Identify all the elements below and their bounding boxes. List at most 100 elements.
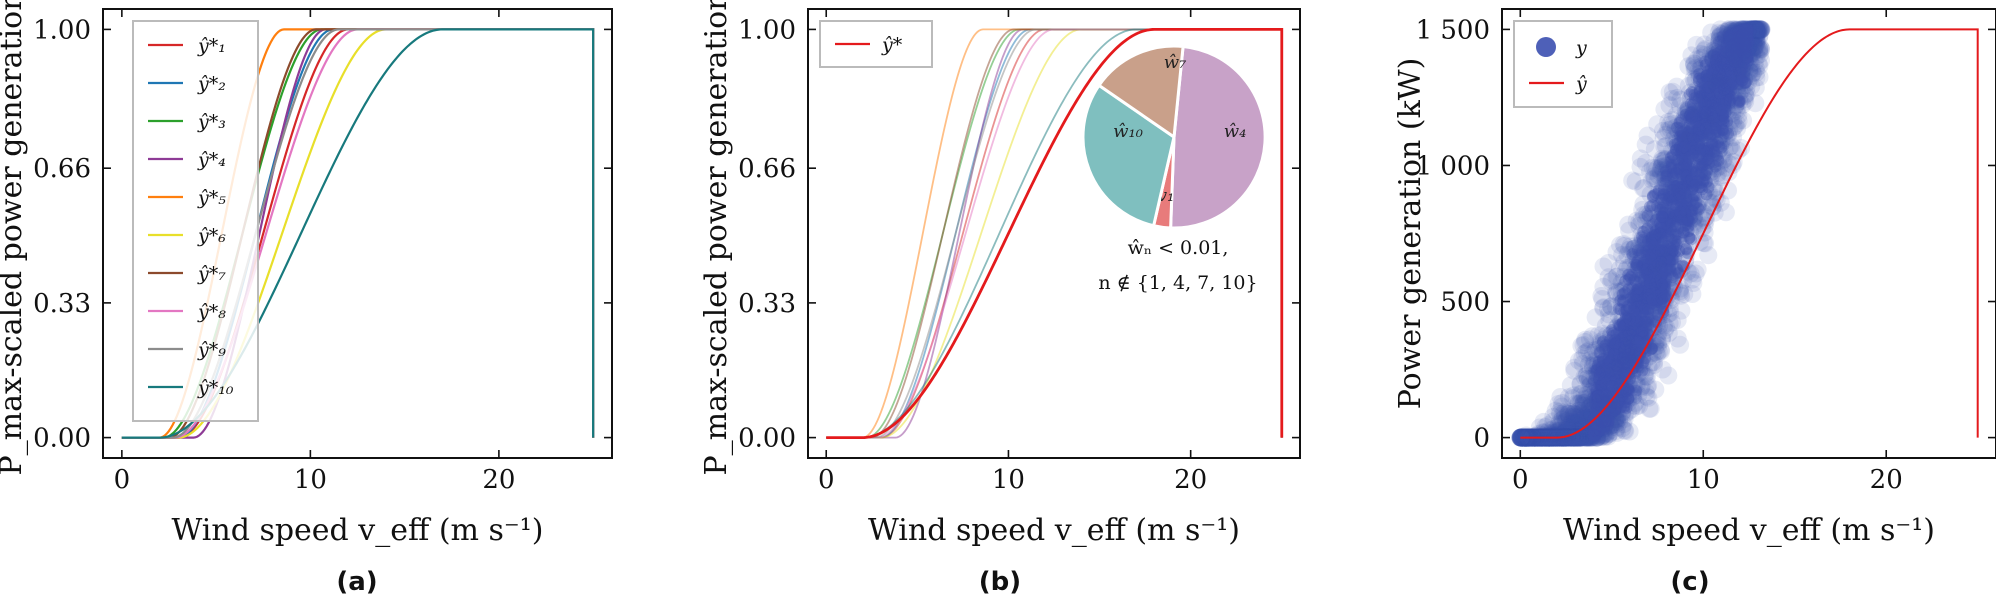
scatter-point: [1628, 375, 1647, 394]
scatter-point: [1739, 21, 1758, 39]
scatter-point: [1548, 422, 1567, 441]
scatter-point: [1663, 184, 1682, 202]
scatter-point: [1674, 190, 1693, 209]
scatter-point: [1750, 40, 1769, 59]
scatter-point: [1569, 401, 1588, 420]
scatter-point: [1668, 219, 1687, 237]
scatter-point: [1553, 394, 1572, 412]
scatter-point: [1626, 315, 1645, 334]
scatter-point: [1704, 50, 1723, 69]
scatter-point: [1613, 246, 1632, 264]
scatter-point: [1747, 20, 1766, 39]
scatter-point: [1631, 321, 1650, 340]
scatter-point: [1744, 63, 1763, 82]
y-tick-label: 1.00: [738, 15, 796, 45]
scatter-point: [1706, 68, 1725, 87]
y-axis-label: P_max-scaled power generation: [0, 0, 29, 476]
scatter-point: [1674, 174, 1693, 193]
scatter-point: [1698, 74, 1717, 93]
scatter-point: [1722, 31, 1741, 50]
scatter-point: [1719, 163, 1738, 182]
scatter-point: [1704, 57, 1723, 75]
scatter-point: [1557, 428, 1576, 447]
scatter-point: [1605, 367, 1624, 386]
scatter-point: [1743, 29, 1762, 47]
scatter-point: [1629, 288, 1648, 307]
scatter-point: [1730, 65, 1749, 84]
scatter-point: [1624, 382, 1643, 401]
scatter-point: [1738, 20, 1757, 39]
scatter-point: [1671, 154, 1684, 167]
scatter-point: [1678, 150, 1697, 169]
scatter-point: [1719, 65, 1738, 84]
scatter-point: [1609, 376, 1628, 395]
scatter-point: [1693, 123, 1706, 135]
scatter-point: [1725, 23, 1744, 42]
scatter-point: [1551, 404, 1570, 423]
scatter-point: [1674, 179, 1693, 198]
scatter-point: [1718, 22, 1737, 41]
scatter-point: [1675, 146, 1694, 165]
scatter-point: [1701, 130, 1719, 149]
scatter-point: [1742, 23, 1761, 42]
scatter-point: [1727, 72, 1745, 91]
scatter-point: [1658, 253, 1677, 272]
scatter-point: [1710, 109, 1728, 128]
scatter-point: [1659, 366, 1678, 385]
scatter-point: [1663, 187, 1682, 206]
scatter-point: [1723, 156, 1742, 174]
scatter-point: [1685, 193, 1704, 211]
scatter-point: [1673, 183, 1692, 202]
legend-label: ŷ*₂: [197, 73, 226, 95]
pie-slice: [1081, 83, 1176, 228]
scatter-point: [1742, 20, 1761, 39]
scatter-point: [1695, 162, 1714, 181]
scatter-point: [1627, 397, 1646, 416]
scatter-point: [1585, 367, 1604, 386]
scatter-point: [1648, 115, 1667, 134]
scatter-point: [1695, 92, 1714, 111]
scatter-point: [1724, 94, 1737, 107]
scatter-point: [1711, 20, 1730, 39]
scatter-point: [1693, 121, 1712, 140]
scatter-point: [1730, 57, 1749, 76]
scatter-point: [1676, 240, 1695, 259]
legend: yŷ: [1513, 20, 1613, 108]
scatter-point: [1743, 34, 1762, 53]
scatter-point: [1680, 212, 1699, 231]
scatter-point: [1603, 405, 1622, 424]
scatter-point: [1626, 325, 1639, 338]
scatter-point: [1690, 192, 1709, 211]
scatter-point: [1583, 428, 1602, 447]
scatter-point: [1656, 251, 1675, 270]
scatter-point: [1704, 105, 1723, 124]
scatter-point: [1635, 367, 1654, 385]
scatter-point: [1670, 167, 1683, 180]
ensemble-line: [826, 28, 1284, 439]
scatter-point: [1715, 150, 1733, 169]
scatter-point: [1623, 171, 1642, 190]
scatter-point: [1746, 20, 1765, 39]
scatter-point: [1693, 84, 1712, 102]
scatter-point: [1732, 21, 1751, 40]
scatter-point: [1581, 398, 1600, 417]
scatter-point: [1564, 404, 1583, 423]
scatter-point: [1651, 262, 1670, 281]
scatter-point: [1658, 282, 1671, 295]
scatter-point: [1714, 90, 1733, 109]
scatter-point: [1719, 76, 1738, 95]
scatter-point: [1709, 23, 1728, 42]
scatter-point: [1685, 54, 1704, 73]
scatter-point: [1702, 23, 1721, 42]
scatter-point: [1597, 419, 1616, 438]
scatter-point: [1705, 179, 1724, 198]
scatter-point: [1616, 393, 1635, 411]
scatter-point: [1654, 274, 1673, 293]
scatter-point: [1688, 198, 1707, 217]
scatter-point: [1681, 115, 1700, 134]
scatter-point: [1640, 311, 1659, 330]
scatter-point: [1656, 210, 1669, 223]
scatter-point: [1750, 20, 1769, 39]
scatter-point: [1594, 412, 1613, 431]
